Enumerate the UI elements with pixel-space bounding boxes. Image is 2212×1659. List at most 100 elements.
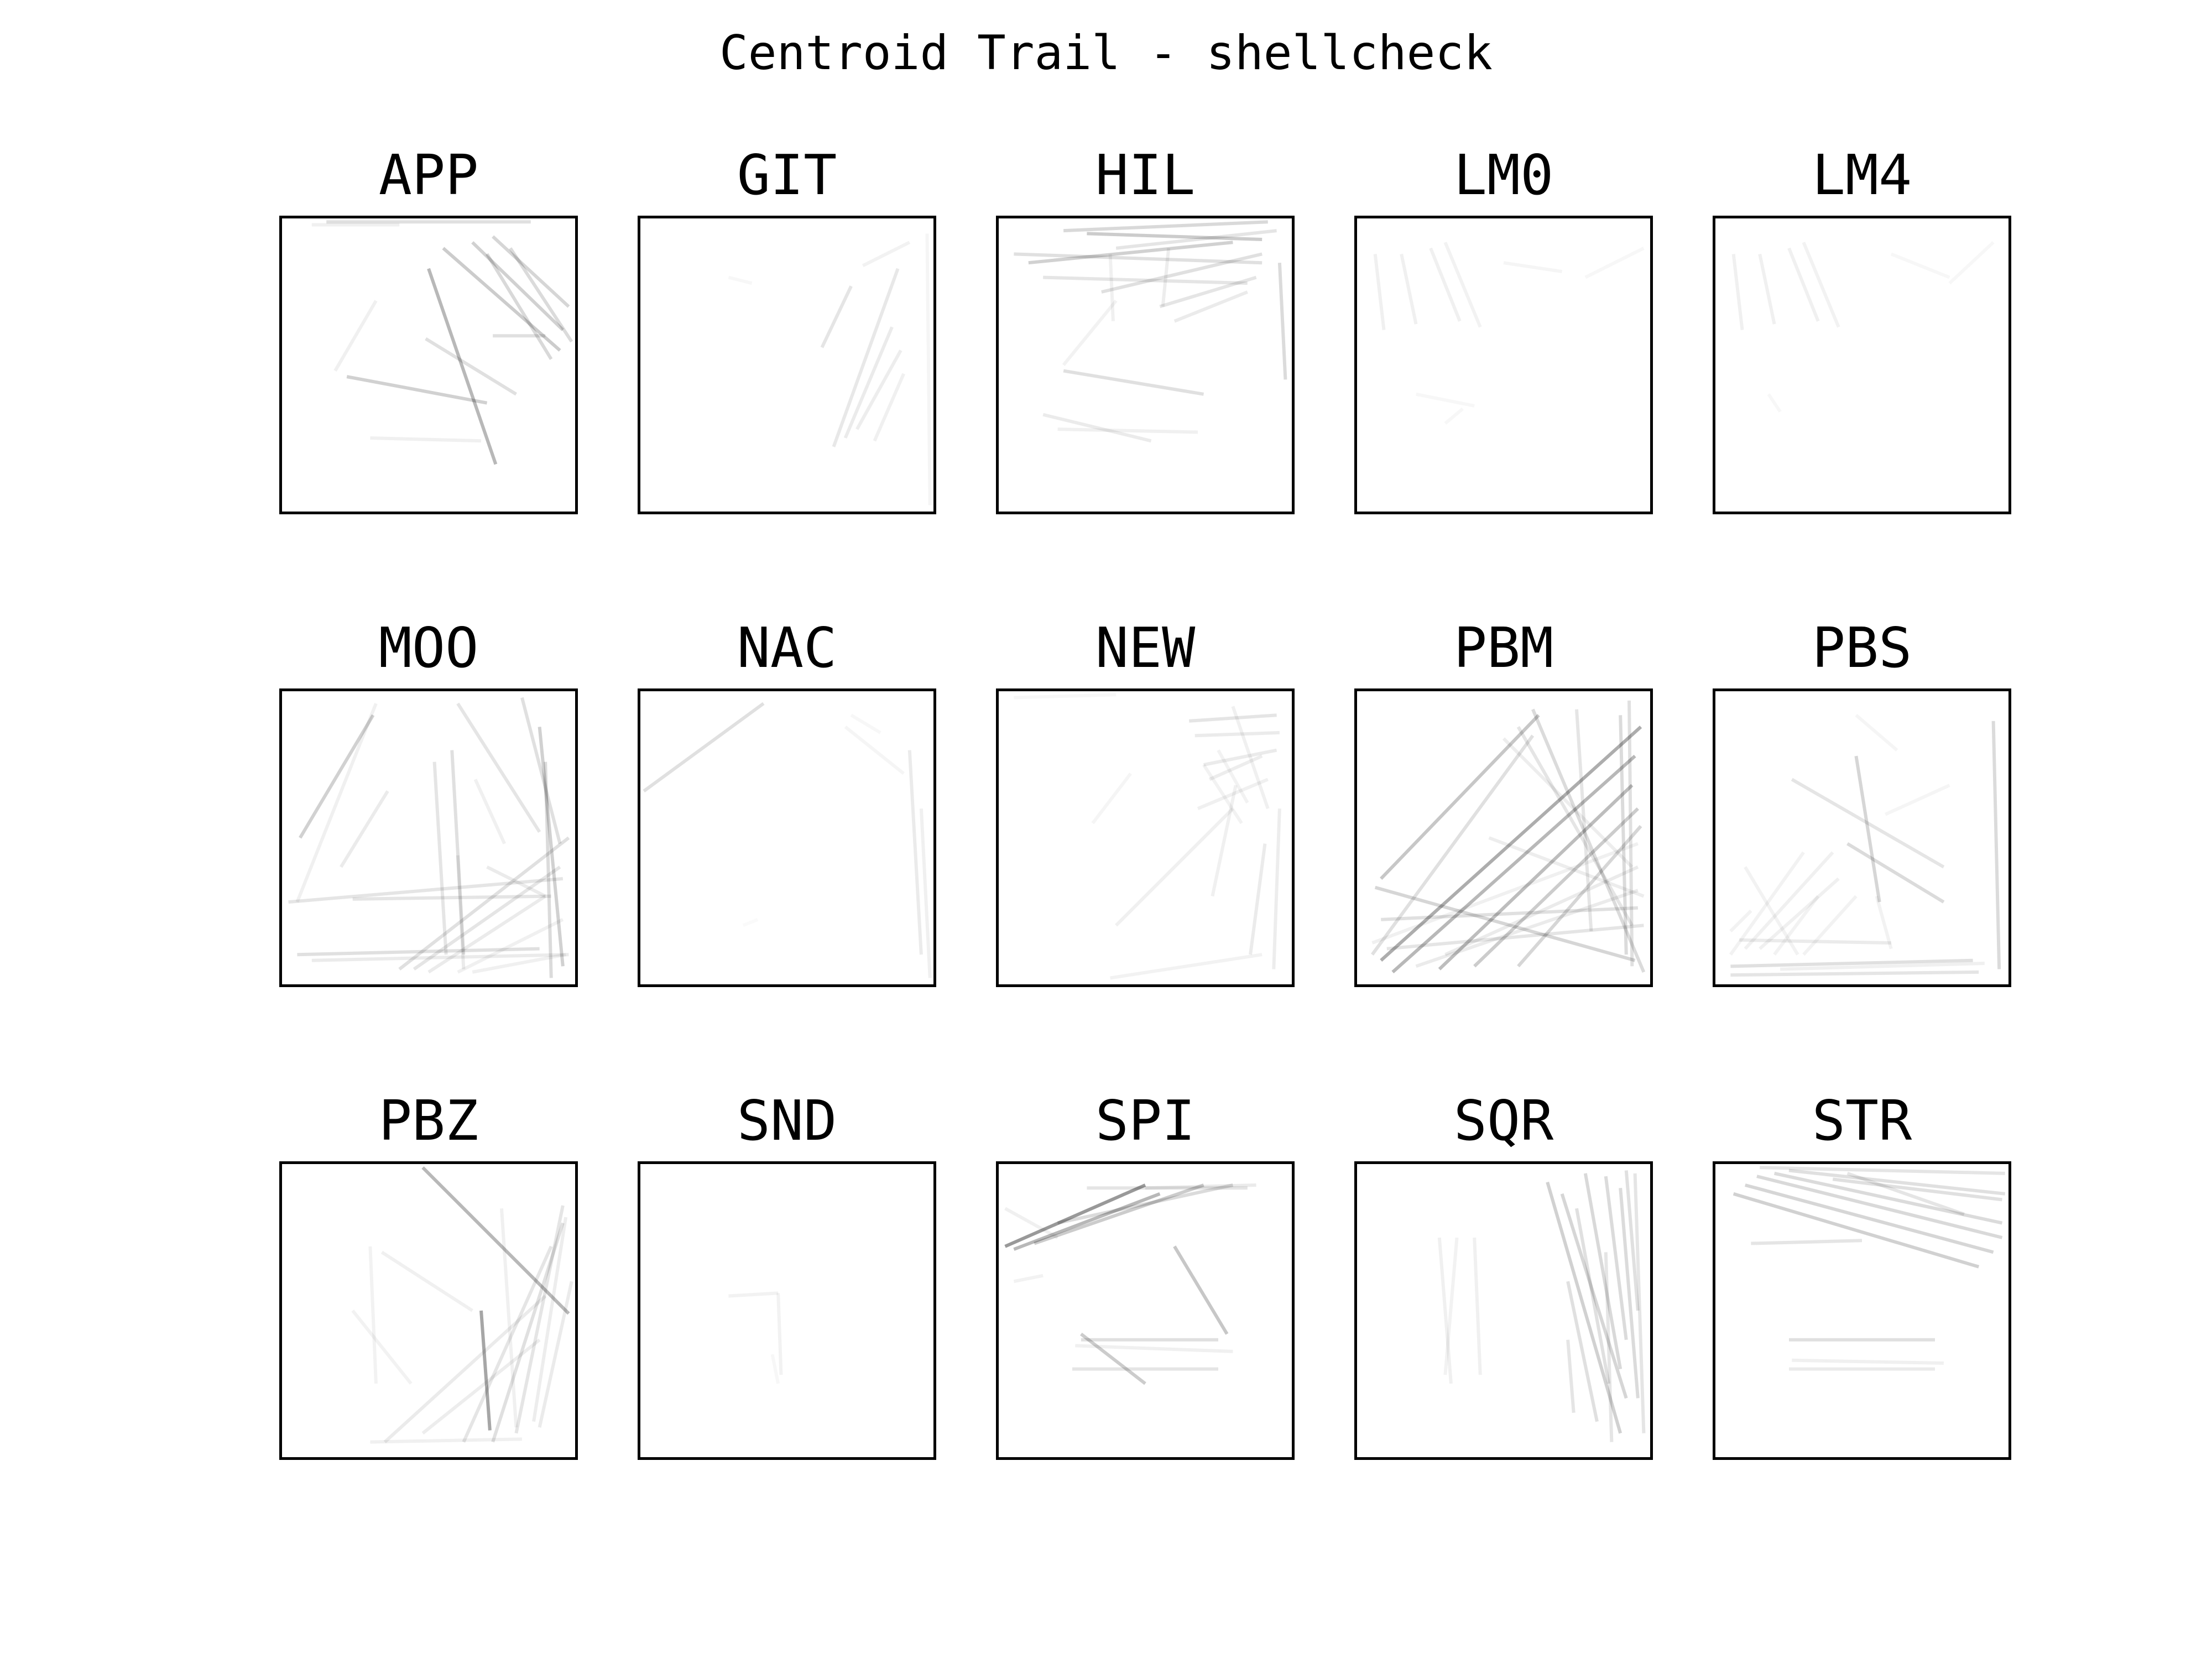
trail-segment-str-4 bbox=[1788, 1168, 2006, 1196]
trail-segment-hil-12 bbox=[1057, 427, 1198, 434]
trail-segment-new-1 bbox=[1194, 731, 1280, 738]
trail-segment-sqr-3 bbox=[1604, 1176, 1628, 1340]
trail-segment-pbm-14 bbox=[1627, 700, 1634, 967]
panel-plot-pbs bbox=[1713, 688, 2011, 987]
trail-segment-pbm-11 bbox=[1516, 726, 1634, 926]
trail-segment-hil-5 bbox=[1101, 252, 1262, 294]
trail-segment-new-9 bbox=[1211, 785, 1238, 897]
trail-segment-nac-1 bbox=[907, 750, 923, 955]
panel-moo: MOO bbox=[279, 618, 578, 987]
panel-hil: HIL bbox=[996, 145, 1295, 514]
trail-segment-sqr-6 bbox=[1624, 1170, 1640, 1311]
panel-title-spi: SPI bbox=[1095, 1088, 1196, 1153]
trail-segment-moo-12 bbox=[413, 865, 561, 971]
trail-segment-lm0-3 bbox=[1443, 242, 1482, 328]
panel-title-new: NEW bbox=[1095, 615, 1196, 680]
trail-segment-spi-7 bbox=[1080, 1332, 1146, 1385]
trail-segment-moo-5 bbox=[538, 727, 565, 967]
trail-segment-pbz-7 bbox=[421, 1338, 541, 1435]
trail-segment-moo-8 bbox=[352, 894, 551, 901]
trail-segment-moo-16 bbox=[450, 750, 466, 955]
trail-segment-spi-5 bbox=[1145, 1183, 1256, 1190]
panel-git: GIT bbox=[638, 145, 936, 514]
trail-segment-nac-5 bbox=[743, 920, 758, 926]
trail-segment-moo-1 bbox=[299, 714, 375, 839]
trail-segment-sqr-2 bbox=[1583, 1173, 1623, 1370]
trail-segment-app-5 bbox=[486, 253, 553, 361]
trail-segment-moo-15 bbox=[472, 953, 566, 974]
trail-segment-pbz-13 bbox=[500, 1208, 518, 1428]
trail-segment-new-12 bbox=[1091, 773, 1132, 825]
trail-segment-hil-7 bbox=[1173, 290, 1248, 323]
panel-frame-snd bbox=[638, 1161, 936, 1460]
trail-segment-pbs-16 bbox=[1884, 784, 1950, 816]
panel-plot-git bbox=[638, 216, 936, 514]
trail-segment-app-11 bbox=[370, 436, 482, 443]
trail-segment-app-8 bbox=[346, 375, 488, 405]
trail-segment-moo-13 bbox=[427, 895, 546, 974]
trail-segment-app-6 bbox=[492, 235, 570, 308]
trail-segment-git-7 bbox=[728, 278, 752, 284]
trail-segment-pbm-15 bbox=[1415, 889, 1639, 968]
panel-frame-str bbox=[1713, 1161, 2011, 1460]
trail-segment-spi-11 bbox=[1004, 1207, 1059, 1239]
trail-segment-pbz-3 bbox=[491, 1222, 565, 1443]
panel-str: STR bbox=[1713, 1091, 2011, 1460]
trail-segment-spi-6 bbox=[1173, 1245, 1229, 1335]
trail-segment-hil-6 bbox=[1159, 275, 1257, 309]
trail-segment-lm0-0 bbox=[1373, 254, 1386, 330]
trail-segment-hil-0 bbox=[1063, 220, 1268, 233]
trail-segment-pbz-9 bbox=[380, 1250, 473, 1312]
trail-segment-sqr-13 bbox=[1443, 1237, 1459, 1375]
trail-segment-app-12 bbox=[333, 300, 378, 372]
panel-frame-nac bbox=[638, 688, 936, 987]
trail-segment-new-3 bbox=[1208, 754, 1263, 781]
trail-segment-str-0 bbox=[1733, 1192, 1980, 1269]
trail-segment-lm0-2 bbox=[1429, 247, 1462, 322]
trail-segment-app-4 bbox=[471, 241, 564, 331]
trail-segment-hil-4 bbox=[1043, 275, 1248, 285]
trail-segment-pbm-4 bbox=[1517, 825, 1642, 968]
trail-segment-snd-1 bbox=[776, 1293, 783, 1375]
trail-segment-sqr-12 bbox=[1473, 1237, 1482, 1375]
panel-title-snd: SND bbox=[737, 1088, 837, 1153]
trail-segment-sqr-11 bbox=[1437, 1237, 1453, 1384]
trail-segment-app-2 bbox=[427, 268, 498, 465]
panel-title-nac: NAC bbox=[737, 615, 837, 680]
panel-title-str: STR bbox=[1812, 1088, 1912, 1153]
trail-segment-pbz-10 bbox=[351, 1310, 413, 1385]
trail-segment-pbs-8 bbox=[1759, 877, 1840, 950]
trail-segment-new-6 bbox=[1217, 749, 1249, 804]
trail-segment-moo-0 bbox=[295, 703, 378, 903]
trail-segment-lm4-3 bbox=[1802, 242, 1840, 328]
trail-segment-pbs-10 bbox=[1729, 851, 1805, 956]
panel-plot-lm0 bbox=[1354, 216, 1653, 514]
trail-segment-pbs-0 bbox=[1791, 778, 1945, 869]
trail-segment-nac-2 bbox=[919, 808, 932, 978]
trail-segment-pbm-13 bbox=[1619, 715, 1628, 955]
trail-segment-pbs-17 bbox=[1780, 962, 1985, 971]
trail-segment-hil-1 bbox=[1087, 232, 1262, 241]
trail-segment-git-5 bbox=[862, 241, 911, 268]
trail-segment-pbs-12 bbox=[1729, 909, 1752, 933]
trail-segment-pbm-7 bbox=[1374, 885, 1636, 962]
panel-app: APP bbox=[279, 145, 578, 514]
panel-frame-hil bbox=[996, 216, 1295, 514]
trail-segment-spi-1 bbox=[1013, 1192, 1161, 1251]
trail-segment-moo-9 bbox=[297, 947, 540, 957]
trail-segment-pbz-8 bbox=[370, 1437, 523, 1444]
trail-segment-pbm-9 bbox=[1386, 924, 1644, 951]
panel-frame-new bbox=[996, 688, 1295, 987]
panel-plot-str bbox=[1713, 1161, 2011, 1460]
trail-segment-git-6 bbox=[925, 233, 932, 505]
trail-segment-pbs-1 bbox=[1846, 842, 1945, 904]
panel-frame-pbm bbox=[1354, 688, 1653, 987]
trail-segment-lm0-5 bbox=[1585, 248, 1644, 278]
trail-segment-new-14 bbox=[1014, 695, 1116, 697]
panel-frame-sqr bbox=[1354, 1161, 1653, 1460]
panel-title-moo: MOO bbox=[378, 615, 479, 680]
panel-pbs: PBS bbox=[1713, 618, 2011, 987]
panel-plot-snd bbox=[638, 1161, 936, 1460]
trail-segment-sqr-5 bbox=[1575, 1208, 1611, 1384]
trail-segment-moo-19 bbox=[473, 779, 507, 844]
